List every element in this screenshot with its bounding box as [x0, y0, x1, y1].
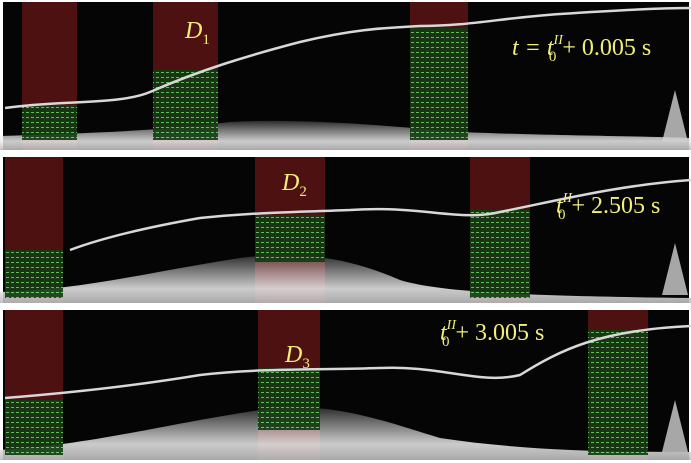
velocity-field — [22, 105, 77, 140]
velocity-field — [5, 400, 63, 455]
time-sub: 0 — [558, 207, 566, 223]
velocity-field — [5, 250, 63, 298]
time-sub: 0 — [549, 49, 557, 65]
time-sup: II — [553, 33, 565, 48]
domain-label: D3 — [284, 342, 310, 372]
time-label: tII 0 + 2.505 s — [556, 191, 660, 223]
time-var: t — [440, 320, 448, 346]
time-rest: + 0.005 s — [556, 35, 651, 61]
time-sub: 0 — [442, 334, 450, 350]
time-sup: II — [446, 318, 458, 333]
time-sup: II — [562, 191, 574, 206]
domain-letter: D — [184, 18, 202, 44]
velocity-field — [588, 330, 648, 455]
time-label: t = tII 0 + 0.005 s — [512, 33, 651, 65]
domain-label: D1 — [184, 18, 210, 48]
panel: D2 tII 0 + 2.505 s — [0, 157, 691, 303]
velocity-field — [258, 368, 320, 430]
panel: D1 t = tII 0 + 0.005 s — [0, 2, 691, 150]
domain-subscript: 3 — [302, 356, 310, 372]
time-lead: t = — [512, 35, 547, 61]
panel: D3 tII 0 + 3.005 s — [0, 310, 691, 460]
time-var: t — [556, 193, 564, 219]
sediment-bed — [0, 254, 691, 303]
time-label: tII 0 + 3.005 s — [440, 318, 544, 350]
domain-letter: D — [281, 170, 299, 196]
velocity-field — [410, 28, 468, 140]
sediment-bed — [0, 407, 691, 460]
velocity-field — [470, 210, 530, 298]
gate — [662, 90, 688, 142]
water-surface — [4, 324, 691, 400]
domain-letter: D — [284, 342, 302, 368]
water-surface — [69, 178, 691, 252]
time-var: t — [547, 35, 555, 61]
velocity-field — [255, 215, 325, 262]
gate — [662, 400, 688, 452]
domain-subscript: 2 — [299, 184, 307, 200]
velocity-field — [153, 70, 218, 140]
time-rest: + 3.005 s — [450, 320, 545, 346]
water-surface — [4, 6, 691, 110]
domain-subscript: 1 — [202, 32, 210, 48]
domain-label: D2 — [281, 170, 307, 200]
gate — [662, 243, 688, 295]
time-rest: + 2.505 s — [566, 193, 661, 219]
